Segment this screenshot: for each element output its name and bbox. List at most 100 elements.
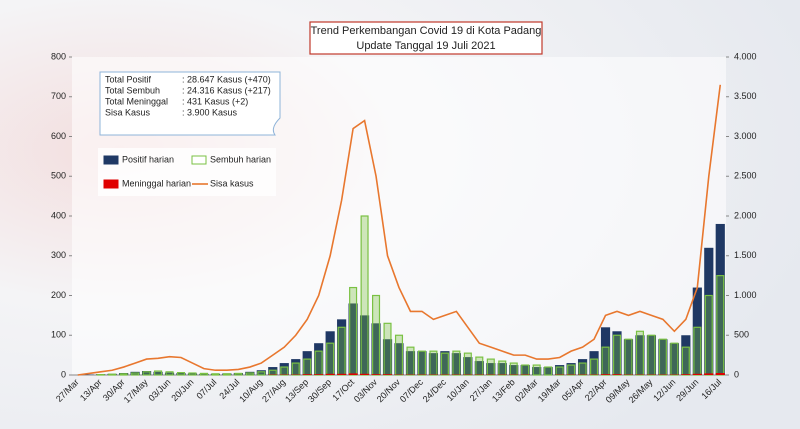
line bbox=[77, 84, 722, 376]
bar bbox=[715, 373, 725, 375]
bar bbox=[325, 373, 335, 375]
bar bbox=[567, 364, 576, 376]
bar bbox=[154, 370, 163, 376]
y-tick-label: 200 bbox=[51, 290, 66, 300]
bar bbox=[463, 352, 472, 376]
bar bbox=[658, 338, 667, 376]
bar bbox=[509, 362, 518, 376]
bar bbox=[314, 343, 324, 375]
bar bbox=[612, 331, 622, 375]
legend-swatch bbox=[103, 155, 119, 165]
chart-subtitle: Update Tanggal 19 Juli 2021 bbox=[356, 40, 495, 52]
bar bbox=[359, 373, 370, 375]
bar bbox=[372, 294, 381, 376]
bar bbox=[532, 367, 542, 375]
y2-tick-label: 0 bbox=[734, 369, 739, 379]
y2-tick-label: 4.000 bbox=[734, 51, 757, 61]
bar bbox=[543, 367, 553, 375]
bar bbox=[704, 373, 714, 375]
bar bbox=[646, 335, 657, 375]
y-tick-label: 100 bbox=[51, 330, 66, 340]
bar bbox=[359, 315, 370, 375]
bar bbox=[716, 275, 725, 376]
bar bbox=[600, 374, 611, 375]
bar bbox=[692, 373, 702, 375]
bar bbox=[382, 374, 393, 375]
y-tick-label: 600 bbox=[51, 131, 66, 141]
bar bbox=[314, 374, 324, 375]
bar bbox=[417, 350, 426, 376]
y-tick-label: 400 bbox=[51, 210, 66, 220]
y2-tick-label: 1.500 bbox=[734, 250, 757, 260]
bar bbox=[417, 351, 427, 375]
y2-tick-label: 2.500 bbox=[734, 171, 757, 181]
bar bbox=[475, 356, 484, 376]
bar bbox=[337, 319, 347, 375]
bar bbox=[119, 373, 128, 376]
y2-tick-label: 3.000 bbox=[734, 131, 757, 141]
bar bbox=[211, 373, 220, 376]
bar bbox=[337, 373, 347, 375]
bar bbox=[131, 372, 140, 376]
bar bbox=[360, 215, 369, 376]
bar bbox=[669, 343, 679, 375]
legend-label: Meninggal harian bbox=[122, 178, 191, 188]
info-box bbox=[99, 71, 281, 136]
legend: Positif harian Sembuh harian Meninggal har… bbox=[103, 154, 271, 189]
bar bbox=[349, 286, 358, 376]
title-box bbox=[309, 21, 543, 55]
bar bbox=[222, 373, 231, 376]
bar bbox=[566, 363, 576, 375]
bar bbox=[520, 365, 530, 375]
info-label: Sisa Kasus bbox=[105, 107, 151, 117]
bar bbox=[498, 360, 507, 376]
bar bbox=[428, 353, 439, 375]
bar bbox=[291, 362, 300, 376]
bar bbox=[612, 374, 622, 375]
bar bbox=[497, 363, 507, 375]
bar bbox=[590, 358, 599, 376]
bar bbox=[337, 326, 346, 376]
bar bbox=[302, 374, 312, 375]
bar bbox=[681, 374, 691, 375]
bar bbox=[303, 358, 312, 376]
bar bbox=[601, 346, 610, 376]
bar bbox=[176, 373, 186, 375]
y-tick-label: 800 bbox=[51, 51, 66, 61]
bar bbox=[429, 350, 438, 376]
info-value: : 3.900 Kasus bbox=[182, 107, 238, 117]
bar bbox=[647, 334, 656, 376]
bar bbox=[704, 294, 713, 376]
info-label: Total Sembuh bbox=[105, 85, 160, 95]
bar bbox=[326, 342, 335, 376]
legend-box bbox=[98, 148, 276, 196]
bar bbox=[693, 326, 702, 376]
bar bbox=[681, 335, 691, 375]
bar bbox=[486, 358, 495, 376]
bar bbox=[394, 334, 404, 376]
bar bbox=[234, 372, 243, 376]
bar bbox=[164, 372, 175, 375]
bar bbox=[635, 335, 645, 375]
bar bbox=[692, 287, 702, 375]
y-tick-label: 700 bbox=[51, 91, 66, 101]
legend-swatch bbox=[191, 155, 207, 165]
bar bbox=[544, 366, 553, 376]
bar bbox=[589, 351, 599, 375]
bar bbox=[681, 346, 690, 376]
bar bbox=[314, 350, 323, 376]
bar bbox=[141, 371, 152, 375]
bar bbox=[578, 362, 587, 376]
bar bbox=[635, 330, 644, 376]
bar bbox=[452, 350, 461, 376]
bar bbox=[257, 371, 266, 376]
bar bbox=[108, 373, 117, 376]
legend-swatch bbox=[103, 179, 119, 189]
info-value: : 28.647 Kasus (+470) bbox=[182, 74, 271, 84]
bar bbox=[405, 351, 416, 375]
bar bbox=[280, 366, 289, 376]
bar bbox=[371, 323, 381, 375]
bar bbox=[302, 351, 312, 375]
y2-tick-label: 2.000 bbox=[734, 210, 757, 220]
bar bbox=[382, 339, 393, 375]
